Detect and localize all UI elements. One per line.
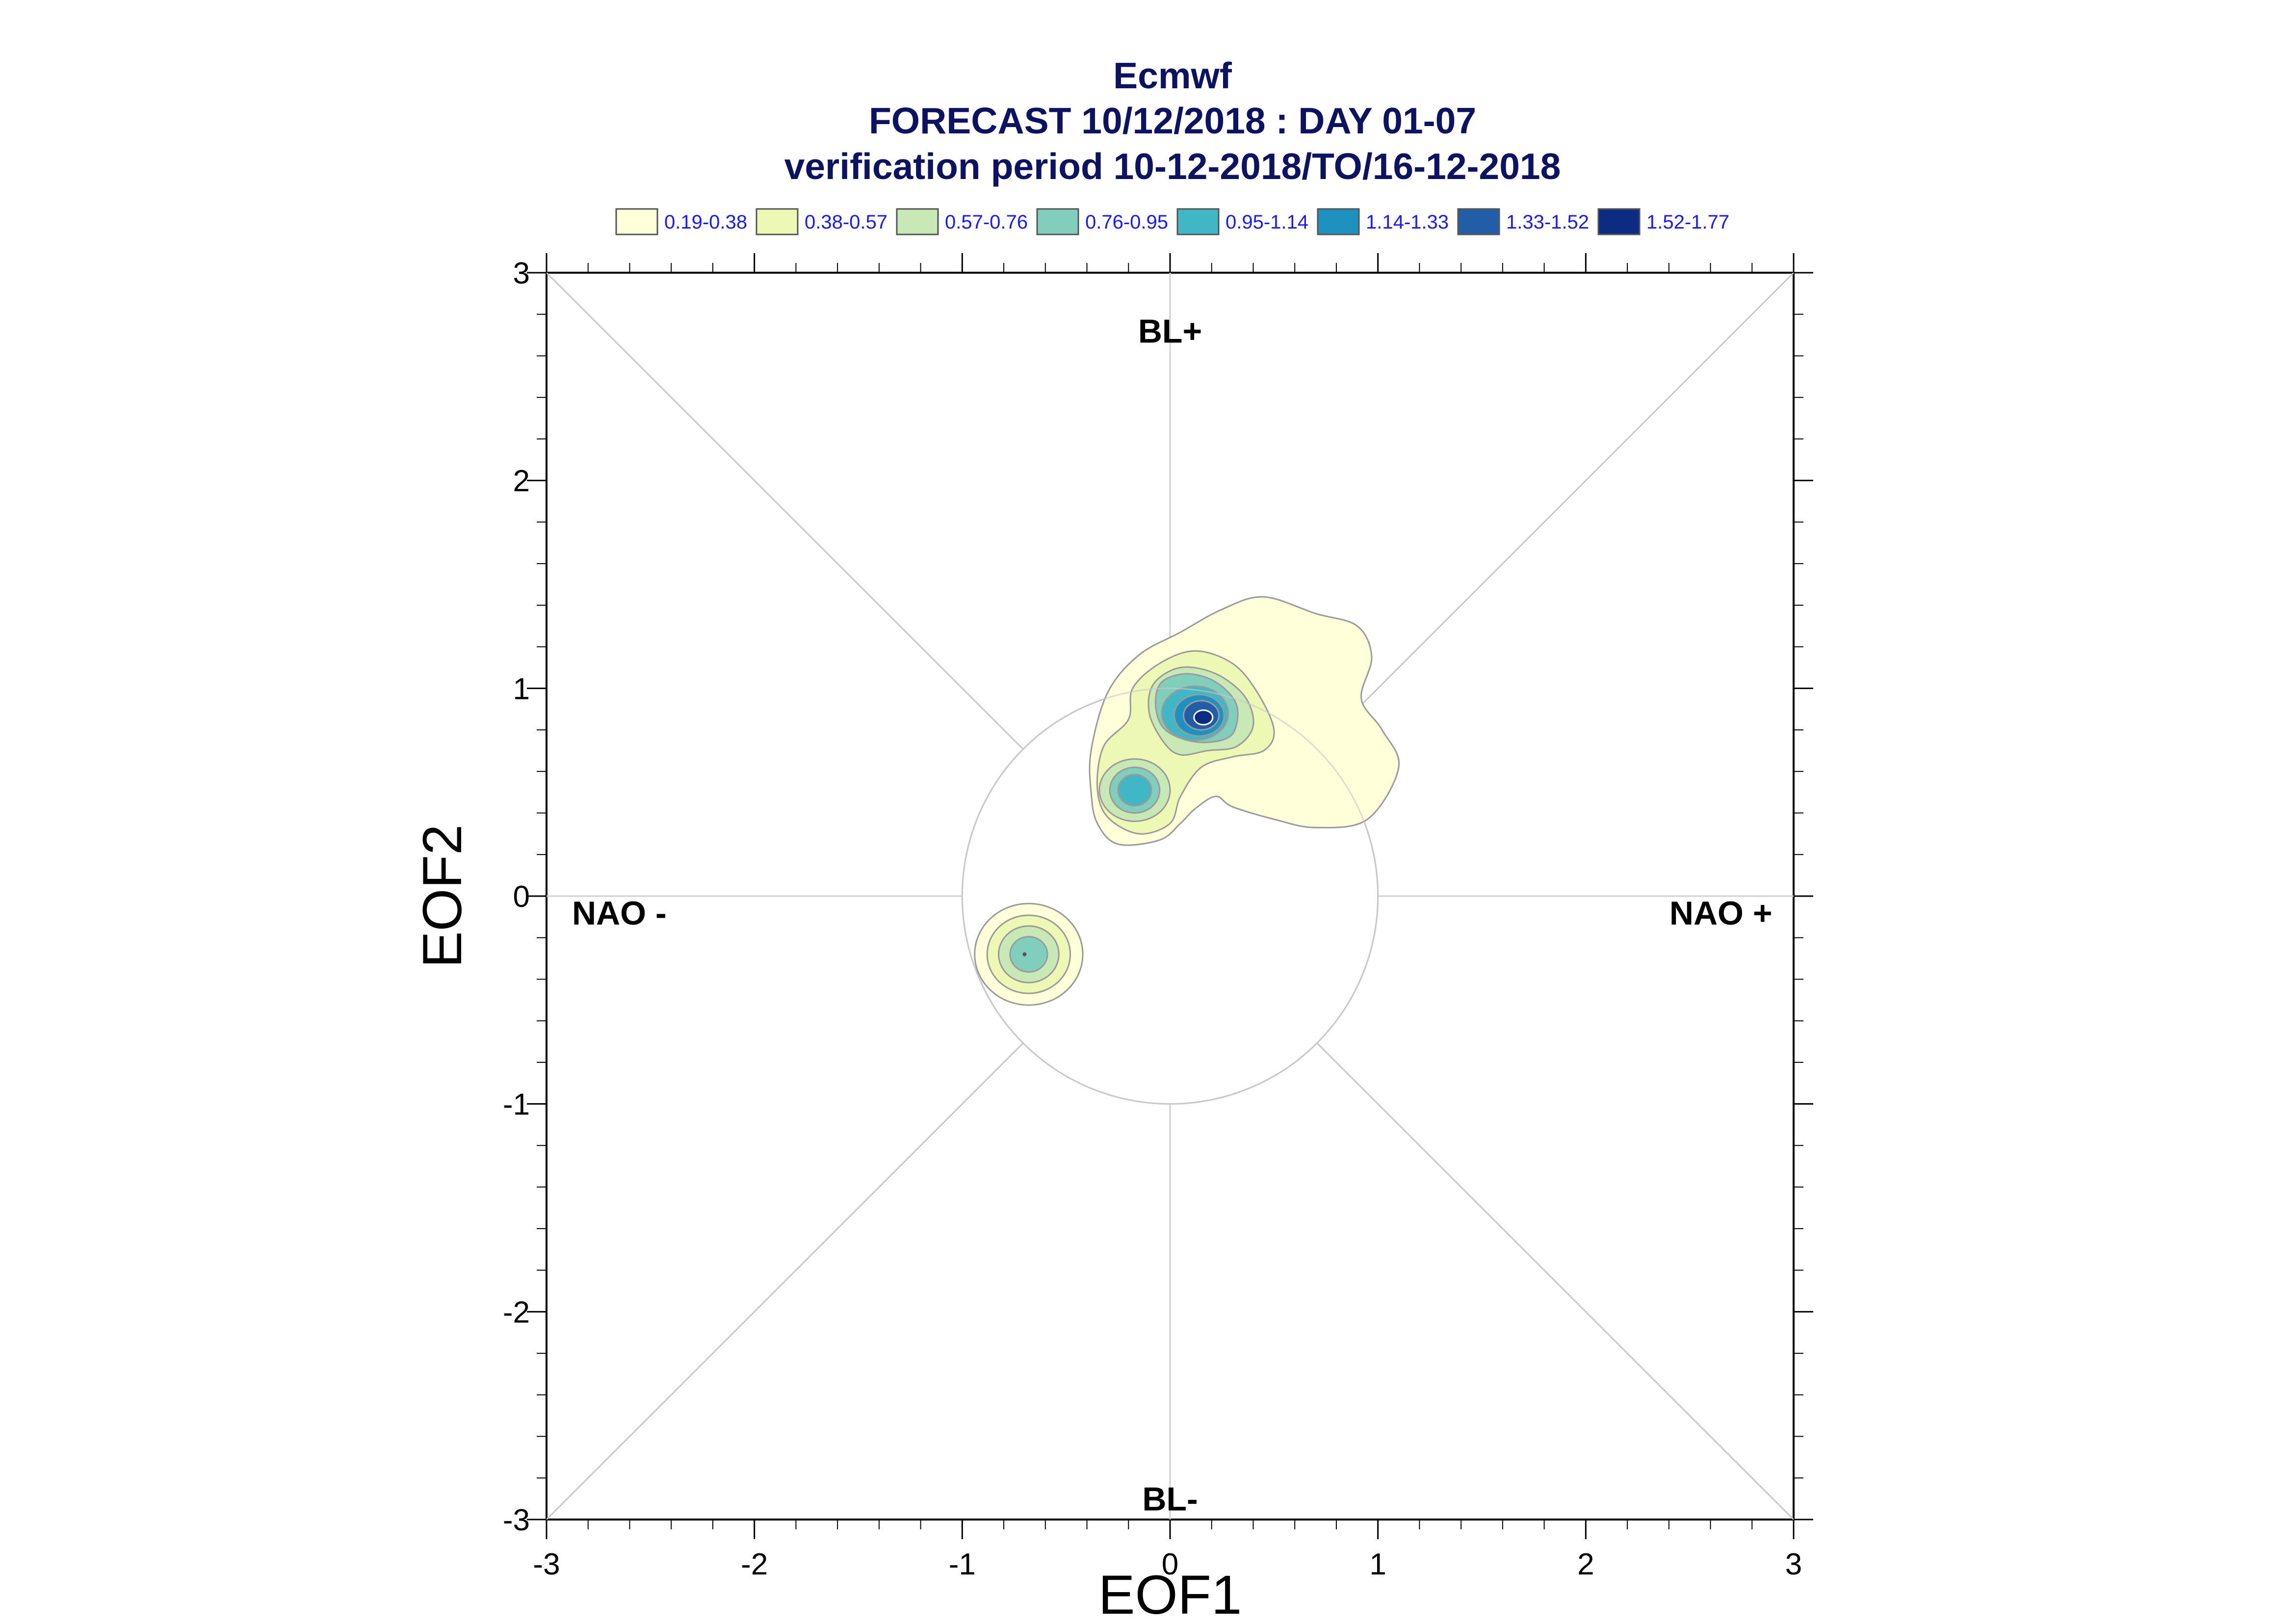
regime-label: BL-	[1142, 1481, 1198, 1518]
legend-label: 0.19-0.38	[664, 211, 747, 233]
guide-lines	[546, 272, 1795, 1521]
x-tick-label: -2	[741, 1547, 768, 1581]
y-axis-label: EOF2	[412, 825, 473, 968]
legend-label: 1.52-1.77	[1646, 211, 1729, 233]
axis-ticks: -3 -2 -1 0 1 2 3 -3 -2 -1 0 1 2 3	[503, 253, 1813, 1581]
legend: 0.19-0.38 0.38-0.57 0.57-0.76 0.76-0.95 0.95…	[615, 208, 1729, 235]
x-tick-label: 1	[1369, 1547, 1386, 1581]
y-tick-label: 2	[513, 464, 530, 498]
x-tick-label: -1	[949, 1547, 976, 1581]
x-tick-label: -3	[533, 1547, 560, 1581]
unit-circle-overlay	[961, 687, 1379, 1105]
contour-level-5-secondary	[1117, 773, 1152, 807]
x-axis-label: EOF1	[1098, 1564, 1242, 1624]
contour-peak-dot-third	[1022, 952, 1027, 956]
legend-label: 0.95-1.14	[1226, 211, 1308, 233]
y-tick-label: -3	[503, 1503, 530, 1537]
contour-level-4-third	[1009, 936, 1048, 973]
regime-label: NAO +	[1669, 895, 1773, 932]
legend-swatch	[1036, 208, 1079, 235]
contour-level-8-main	[1193, 709, 1214, 725]
legend-label: 0.57-0.76	[945, 211, 1028, 233]
legend-swatch	[1176, 208, 1220, 235]
x-tick-label: 3	[1785, 1547, 1802, 1581]
chart-title: Ecmwf	[1113, 55, 1232, 96]
chart-subtitle-period: verification period 10-12-2018/TO/16-12-…	[784, 146, 1561, 187]
overlay-lines	[961, 687, 1379, 1105]
legend-swatch	[896, 208, 939, 235]
legend-swatch	[1597, 208, 1641, 235]
legend-label: 1.14-1.33	[1366, 211, 1449, 233]
x-tick-label: 0	[1162, 1547, 1178, 1581]
regime-labels: BL+ BL- NAO - NAO +	[572, 313, 1773, 1518]
y-tick-label: -2	[503, 1295, 530, 1329]
y-tick-label: -1	[503, 1088, 530, 1122]
density-contours	[974, 596, 1400, 1006]
legend-label: 0.76-0.95	[1085, 211, 1168, 233]
regime-label: BL+	[1138, 313, 1202, 350]
y-tick-label: 1	[513, 672, 530, 706]
plot-area: -3 -2 -1 0 1 2 3 -3 -2 -1 0 1 2 3 BL+ BL- NAO - NAO +	[503, 253, 1813, 1581]
legend-swatch	[1317, 208, 1360, 235]
legend-swatch	[756, 208, 799, 235]
legend-label: 0.38-0.57	[805, 211, 887, 233]
y-tick-label: 0	[513, 880, 530, 914]
regime-label: NAO -	[572, 895, 667, 932]
legend-label: 1.33-1.52	[1506, 211, 1589, 233]
legend-swatch	[615, 208, 658, 235]
legend-swatch	[1457, 208, 1500, 235]
x-tick-label: 2	[1577, 1547, 1594, 1581]
chart-subtitle-forecast: FORECAST 10/12/2018 : DAY 01-07	[869, 100, 1476, 141]
y-tick-label: 3	[513, 257, 530, 290]
